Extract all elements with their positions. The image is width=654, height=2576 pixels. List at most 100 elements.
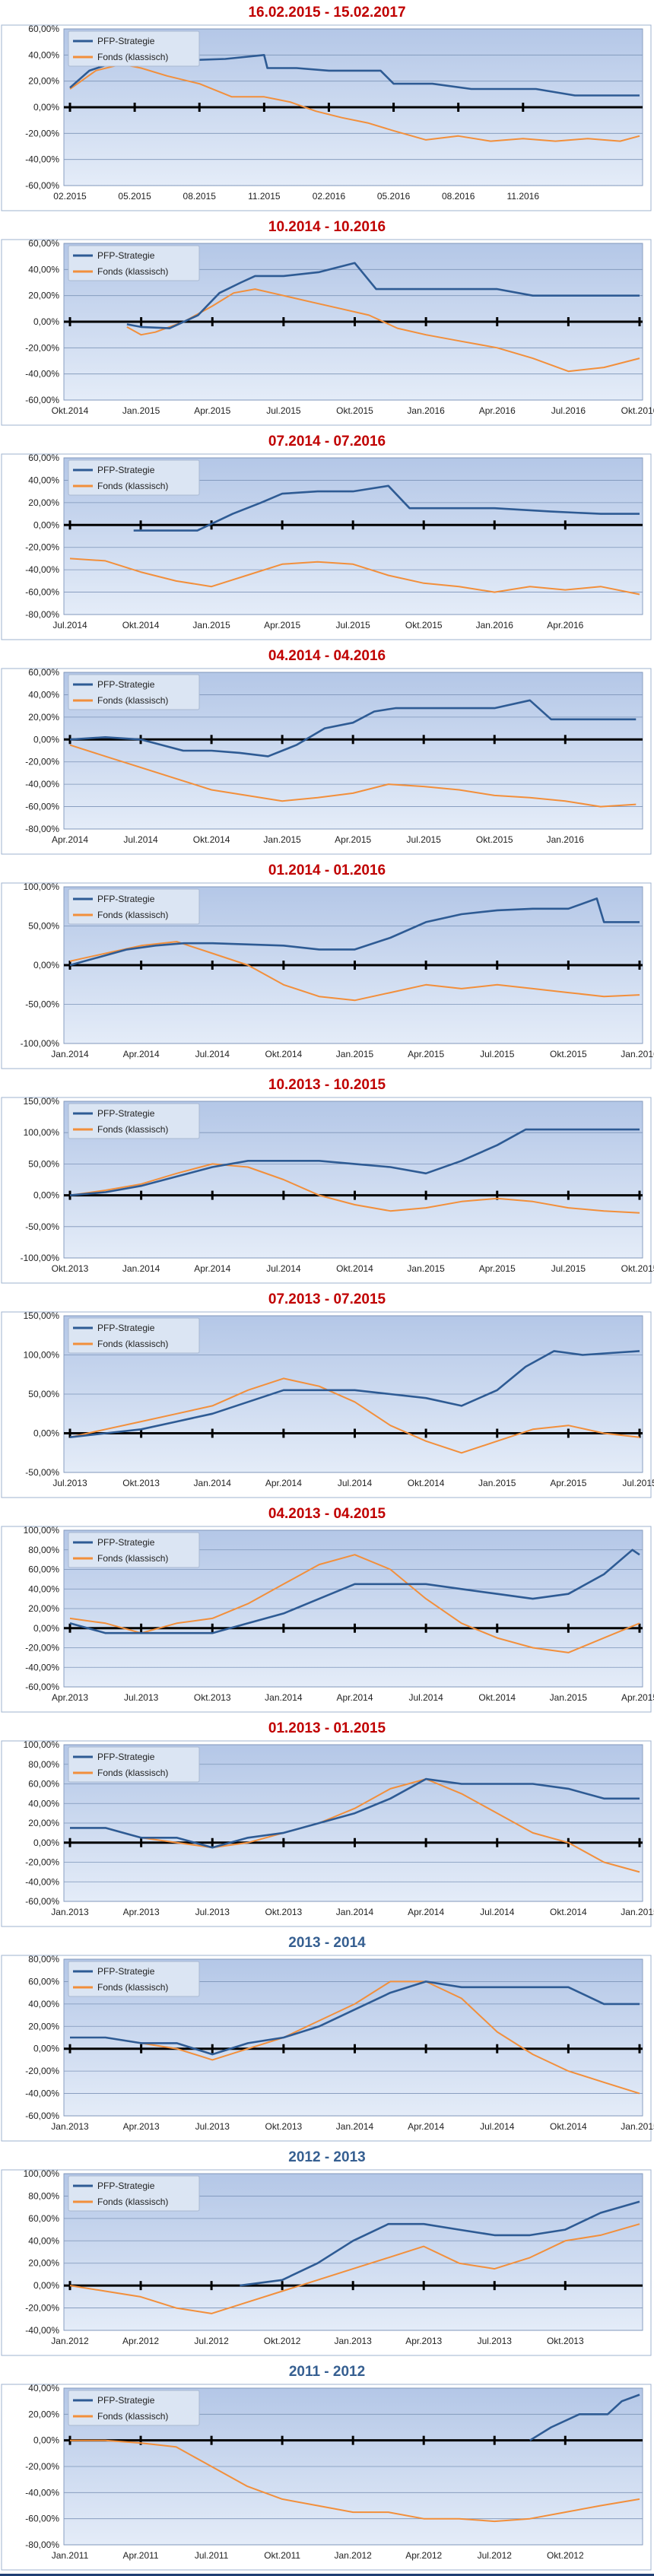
- x-tick-label: Jul.2013: [195, 2121, 230, 2132]
- legend-box: [68, 674, 200, 710]
- legend-label: PFP-Strategie: [97, 465, 155, 475]
- x-tick-label: Jan.2015: [621, 1907, 654, 1917]
- y-tick-label: -40,00%: [25, 154, 59, 165]
- y-tick-label: -40,00%: [25, 779, 59, 789]
- y-tick-label: 20,00%: [28, 712, 59, 723]
- chart-panel: 10.2013 - 10.2015 150,00% 100,00% 50,00% 0,0…: [0, 1072, 654, 1289]
- x-tick-label: Apr.2014: [265, 1478, 302, 1488]
- legend-label: PFP-Strategie: [97, 1537, 155, 1548]
- line-chart: 40,00% 20,00% 0,00% -20,00% -40,00% -60,00% -8…: [1, 2384, 652, 2571]
- x-tick-label: Okt.2013: [547, 2336, 584, 2346]
- legend-box: [68, 1961, 200, 1997]
- x-tick-label: Apr.2014: [194, 1263, 230, 1274]
- legend-box: [68, 1317, 200, 1354]
- x-tick-label: Jan.2012: [51, 2336, 89, 2346]
- x-tick-label: Jan.2014: [194, 1478, 232, 1488]
- legend: PFP-Strategie Fonds (klassisch): [68, 1532, 200, 1568]
- legend-label: Fonds (klassisch): [97, 1339, 168, 1349]
- y-tick-label: 0,00%: [33, 2044, 59, 2054]
- legend-label: PFP-Strategie: [97, 679, 155, 690]
- x-tick-label: Jan.2016: [621, 1049, 654, 1059]
- legend-label: Fonds (klassisch): [97, 2196, 168, 2207]
- series-line-fund: [69, 2223, 640, 2314]
- series-line-strategy: [133, 484, 640, 532]
- chart-panel: 01.2014 - 01.2016 100,00% 50,00% 0,00% -50,0…: [0, 858, 654, 1075]
- legend-box: [68, 30, 200, 67]
- y-tick-label: 60,00%: [28, 668, 59, 678]
- x-tick-label: Jan.2015: [621, 2121, 654, 2132]
- x-tick-label: Apr.2015: [194, 405, 230, 416]
- x-tick-label: Jan.2014: [265, 1692, 303, 1703]
- x-tick-label: Apr.2014: [408, 2121, 444, 2132]
- legend-label: Fonds (klassisch): [97, 481, 168, 491]
- y-tick-label: 80,00%: [28, 1759, 59, 1770]
- legend-label: Fonds (klassisch): [97, 52, 168, 62]
- x-tick-label: Okt.2015: [476, 834, 513, 845]
- y-tick-label: -20,00%: [25, 542, 59, 553]
- legend-label: PFP-Strategie: [97, 1323, 155, 1333]
- x-tick-label: Okt.2014: [336, 1263, 373, 1274]
- y-tick-label: -40,00%: [25, 2088, 59, 2099]
- chart-panel: 04.2014 - 04.2016 60,00% 40,00% 20,00% 0,00%…: [0, 643, 654, 860]
- y-tick-label: 0,00%: [33, 1623, 59, 1634]
- legend: PFP-Strategie Fonds (klassisch): [68, 2390, 200, 2426]
- x-tick-label: Okt.2013: [194, 1692, 231, 1703]
- y-tick-label: 60,00%: [28, 1976, 59, 1987]
- x-tick-label: Apr.2015: [335, 834, 371, 845]
- y-tick-label: -40,00%: [25, 1662, 59, 1672]
- legend-label: Fonds (klassisch): [97, 695, 168, 706]
- legend-label: Fonds (klassisch): [97, 1124, 168, 1135]
- chart-title: 2012 - 2013: [288, 2149, 366, 2165]
- legend-box: [68, 1746, 200, 1783]
- legend-box: [68, 459, 200, 496]
- x-tick-label: 05.2015: [118, 191, 151, 202]
- x-tick-label: 08.2016: [442, 191, 475, 202]
- y-tick-label: 100,00%: [24, 1740, 60, 1750]
- x-tick-label: Okt.2013: [52, 1263, 89, 1274]
- x-tick-label: Jan.2015: [407, 1263, 445, 1274]
- series-line-fund: [69, 744, 637, 808]
- y-tick-label: -100,00%: [21, 1253, 60, 1263]
- x-tick-label: Jan.2014: [336, 2121, 374, 2132]
- y-tick-label: 40,00%: [28, 2384, 59, 2393]
- series-line-fund: [69, 1377, 640, 1454]
- series-line-strategy: [69, 699, 637, 758]
- x-tick-label: Apr.2012: [405, 2550, 442, 2561]
- legend-label: Fonds (klassisch): [97, 1768, 168, 1778]
- x-tick-label: Jan.2016: [407, 405, 445, 416]
- y-tick-label: -20,00%: [25, 2461, 59, 2472]
- y-tick-label: 100,00%: [24, 1350, 60, 1361]
- x-tick-label: Jan.2014: [336, 1907, 374, 1917]
- legend-label: PFP-Strategie: [97, 250, 155, 261]
- x-tick-label: Jan.2015: [550, 1692, 588, 1703]
- chart-panel: 2013 - 2014 80,00% 60,00% 40,00% 20,00% 0,00%…: [0, 1930, 654, 2147]
- y-tick-label: 20,00%: [28, 2021, 59, 2031]
- y-tick-label: -80,00%: [25, 824, 59, 834]
- x-tick-label: Apr.2013: [123, 1907, 160, 1917]
- series-line-fund: [70, 1778, 640, 1873]
- legend-label: PFP-Strategie: [97, 1752, 155, 1762]
- legend-label: Fonds (klassisch): [97, 266, 168, 277]
- x-tick-label: Okt.2013: [265, 1907, 303, 1917]
- x-tick-label: Jul.2014: [266, 1263, 301, 1274]
- y-tick-label: -20,00%: [25, 1857, 59, 1868]
- y-tick-label: 50,00%: [28, 1158, 59, 1169]
- series-line-strategy: [70, 1980, 640, 2056]
- x-tick-label: Jan.2015: [122, 405, 160, 416]
- y-tick-label: 0,00%: [33, 1838, 59, 1848]
- chart-title: 01.2014 - 01.2016: [268, 862, 386, 878]
- x-tick-label: 05.2016: [377, 191, 411, 202]
- y-tick-label: 0,00%: [33, 734, 59, 745]
- x-tick-label: Apr.2015: [550, 1478, 586, 1488]
- chart-title: 04.2014 - 04.2016: [268, 648, 386, 664]
- x-tick-label: Jul.2016: [551, 405, 586, 416]
- x-tick-label: Okt.2014: [550, 2121, 587, 2132]
- x-tick-label: Jan.2015: [263, 834, 301, 845]
- x-tick-label: 02.2016: [313, 191, 346, 202]
- series-line-strategy: [69, 897, 640, 967]
- x-tick-label: Jul.2015: [266, 405, 301, 416]
- x-tick-label: Apr.2015: [408, 1049, 444, 1059]
- x-tick-label: Okt.2013: [265, 2121, 303, 2132]
- x-tick-label: Okt.2015: [336, 405, 373, 416]
